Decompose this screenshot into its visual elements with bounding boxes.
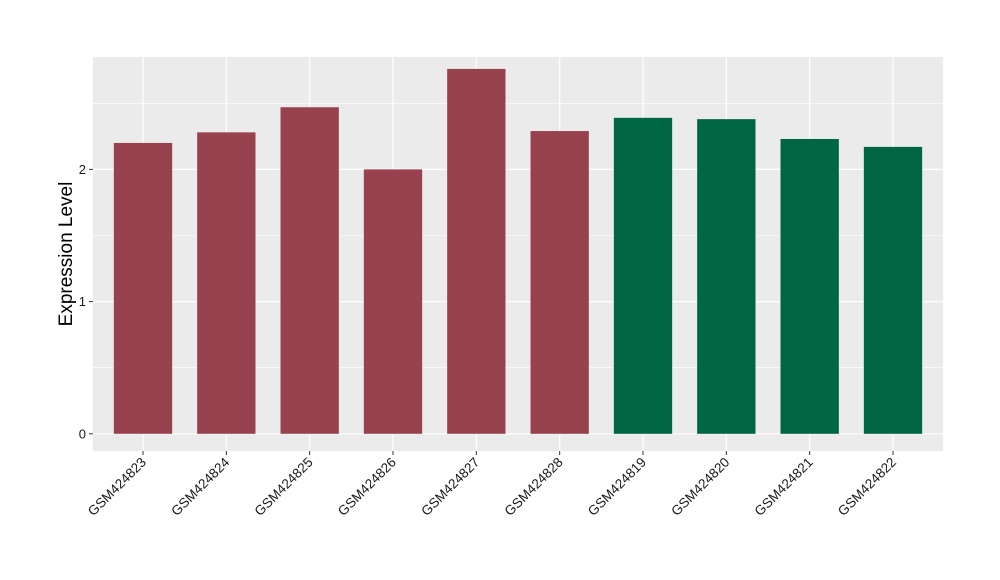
x-tick-label: GSM424822	[835, 455, 899, 519]
bar-GSM424822	[863, 146, 923, 434]
bar-GSM424825	[280, 107, 339, 434]
x-tick-label: GSM424826	[335, 455, 399, 519]
bar-GSM424819	[613, 117, 673, 434]
bar-GSM424820	[697, 119, 756, 434]
bars	[113, 68, 923, 434]
x-tick-label: GSM424821	[752, 455, 816, 519]
bar-GSM424827	[447, 68, 506, 434]
bar-GSM424824	[197, 132, 256, 434]
y-axis: 0 1 2	[79, 162, 93, 441]
x-tick-label: GSM424820	[668, 455, 732, 519]
x-tick-label: GSM424825	[252, 455, 316, 519]
y-tick-label: 1	[79, 294, 86, 309]
x-tick-label: GSM424819	[585, 455, 649, 519]
y-tick-label: 2	[79, 162, 86, 177]
x-tick-label: GSM424828	[502, 455, 566, 519]
y-tick-label: 0	[79, 426, 86, 441]
x-tick-label: GSM424824	[168, 454, 233, 519]
y-axis-title: Expression Level	[56, 182, 77, 327]
x-tick-label: GSM424827	[418, 455, 482, 519]
bar-GSM424828	[530, 131, 589, 434]
bar-GSM424821	[780, 138, 839, 434]
x-tick-label: GSM424823	[85, 455, 149, 519]
bar-GSM424823	[113, 142, 173, 434]
bar-GSM424826	[363, 169, 423, 434]
x-axis: GSM424823 GSM424824 GSM424825 GSM424826 GSM4…	[85, 451, 899, 519]
